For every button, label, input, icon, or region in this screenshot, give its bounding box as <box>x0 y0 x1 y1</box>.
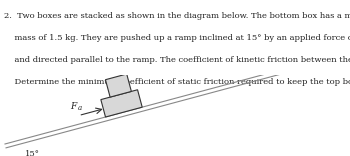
Text: a: a <box>77 104 82 112</box>
Text: 2.  Two boxes are stacked as shown in the diagram below. The bottom box has a ma: 2. Two boxes are stacked as shown in the… <box>4 12 350 20</box>
Text: and directed parallel to the ramp. The coefficient of kinetic friction between t: and directed parallel to the ramp. The c… <box>4 56 350 64</box>
Text: 15°: 15° <box>25 150 40 156</box>
Polygon shape <box>101 90 142 117</box>
Text: Determine the minimum coefficient of static friction required to keep the top bo: Determine the minimum coefficient of sta… <box>4 78 350 86</box>
Text: F: F <box>70 102 76 111</box>
Polygon shape <box>105 74 131 97</box>
Text: mass of 1.5 kg. They are pushed up a ramp inclined at 15° by an applied force of: mass of 1.5 kg. They are pushed up a ram… <box>4 34 350 42</box>
